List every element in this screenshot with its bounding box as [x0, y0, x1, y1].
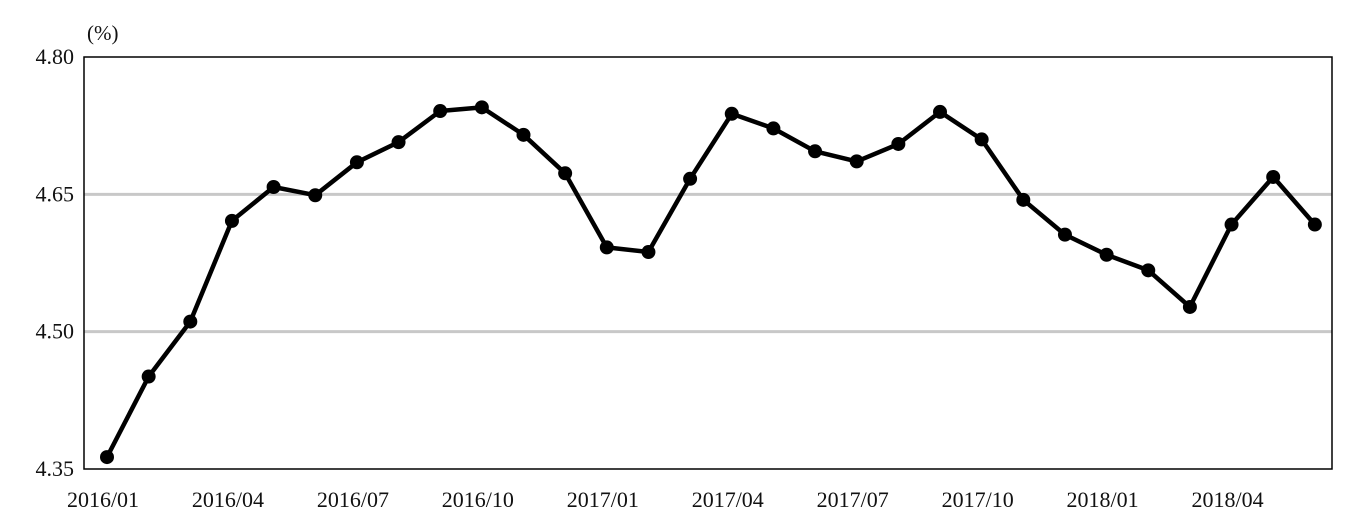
data-point — [1141, 263, 1156, 278]
data-point — [891, 136, 906, 151]
data-point — [266, 180, 281, 195]
data-point — [141, 369, 156, 384]
data-point — [558, 166, 573, 181]
data-point — [224, 213, 239, 228]
data-point — [308, 188, 323, 203]
data-point — [516, 127, 531, 142]
plot-frame — [83, 56, 1333, 470]
x-tick-label: 2018/01 — [1067, 487, 1139, 512]
data-point — [100, 450, 114, 465]
data-point — [766, 121, 781, 136]
x-axis-ticks: 2016/01 2016/04 2016/07 2016/10 2017/01 2017/… — [67, 487, 1264, 512]
data-point — [433, 104, 448, 119]
data-point — [1307, 217, 1322, 232]
data-point — [183, 314, 198, 329]
x-tick-label: 2018/04 — [1191, 487, 1263, 512]
x-tick-label: 2016/07 — [317, 487, 389, 512]
series-line — [104, 105, 1318, 460]
x-tick-label: 2017/07 — [817, 487, 889, 512]
data-point — [1057, 227, 1072, 242]
y-tick-label: 4.50 — [36, 319, 75, 344]
data-point — [1182, 299, 1197, 314]
gridlines — [84, 192, 1332, 334]
y-axis-unit-label: (%) — [87, 21, 118, 45]
data-point — [599, 240, 614, 255]
x-tick-label: 2017/10 — [942, 487, 1014, 512]
data-point — [933, 104, 947, 119]
data-point — [1266, 169, 1281, 184]
x-tick-label: 2016/10 — [442, 487, 514, 512]
data-point — [349, 155, 364, 170]
data-point — [1099, 247, 1114, 262]
y-axis-ticks: 4.35 4.50 4.65 4.80 — [36, 44, 75, 481]
data-point — [1224, 217, 1239, 232]
data-point — [1016, 192, 1031, 207]
data-point — [474, 100, 489, 115]
data-point — [808, 144, 823, 159]
data-point — [683, 171, 698, 186]
series-group — [100, 100, 1322, 465]
y-tick-label: 4.65 — [36, 181, 75, 206]
data-point — [391, 135, 406, 150]
data-point — [974, 132, 989, 147]
x-tick-label: 2017/01 — [567, 487, 639, 512]
data-point — [849, 154, 864, 169]
x-tick-label: 2017/04 — [692, 487, 764, 512]
x-tick-label: 2016/04 — [192, 487, 264, 512]
x-tick-label: 2016/01 — [67, 487, 139, 512]
y-tick-label: 4.35 — [36, 456, 75, 481]
data-point — [641, 245, 656, 260]
y-tick-label: 4.80 — [36, 44, 75, 69]
data-point — [724, 106, 739, 121]
